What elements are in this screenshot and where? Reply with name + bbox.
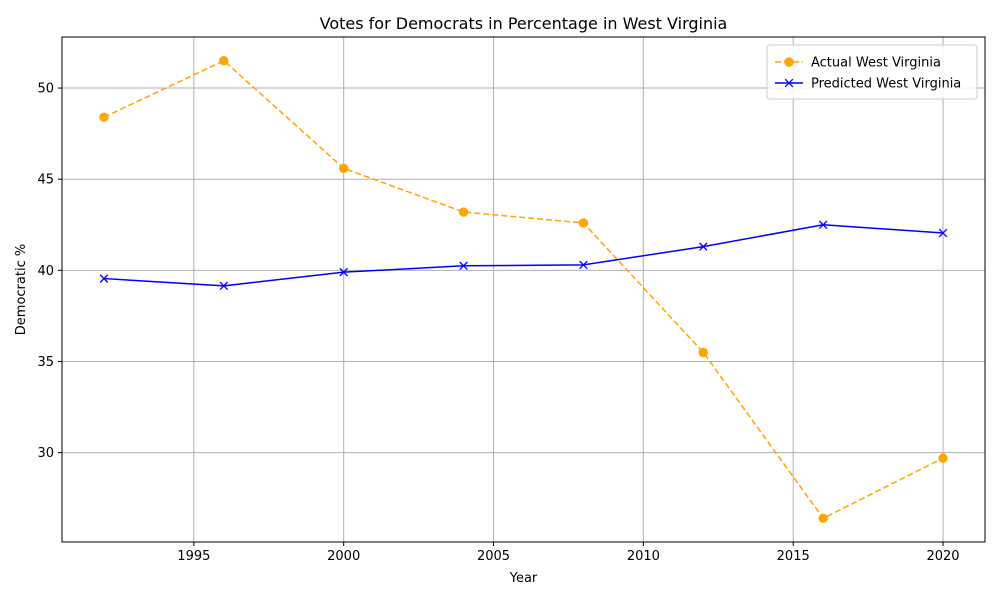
- x-tick-label: 2020: [926, 549, 959, 564]
- data-point: [818, 513, 828, 523]
- series-line: [103, 224, 944, 287]
- x-tick-label: 2005: [477, 549, 510, 564]
- marker-stroke: [784, 78, 794, 88]
- data-point: [459, 261, 468, 271]
- x-tick-label: 1995: [177, 549, 210, 564]
- legend-item: Actual West Virginia: [775, 56, 941, 71]
- marker-stroke: [219, 281, 229, 291]
- y-tick-label: 50: [37, 82, 54, 97]
- legend-item: Predicted West Virginia: [775, 77, 961, 92]
- legend-marker: [784, 78, 794, 88]
- marker-stroke: [339, 267, 348, 277]
- data-point: [339, 267, 348, 277]
- series-group: [99, 56, 948, 523]
- data-point: [938, 228, 948, 238]
- data-point: [579, 260, 588, 270]
- x-tick-label: 2000: [327, 549, 360, 564]
- data-point: [219, 56, 229, 66]
- y-tick-label: 35: [37, 355, 54, 370]
- marker-stroke: [579, 260, 588, 270]
- plot-area-frame: [61, 36, 986, 543]
- x-axis-label: Year: [509, 571, 538, 586]
- y-tick-label: 30: [37, 446, 54, 461]
- legend-marker: [784, 57, 794, 67]
- marker-stroke: [99, 274, 109, 283]
- marker-stroke: [459, 261, 468, 271]
- data-point: [938, 453, 948, 463]
- marker-stroke: [818, 220, 828, 230]
- data-point: [699, 242, 708, 251]
- x-tick-label: 2015: [777, 549, 810, 564]
- legend-box: [766, 44, 978, 100]
- data-point: [99, 274, 109, 283]
- axis-ticks: 1995 2000 2005 2010 2015 2020 30 35 40 45 50: [37, 82, 959, 564]
- x-tick-label: 2010: [627, 549, 660, 564]
- chart-title: Votes for Democrats in Percentage in Wes…: [320, 14, 728, 33]
- marker-stroke: [938, 228, 948, 238]
- data-point: [818, 220, 828, 230]
- data-point: [219, 281, 229, 291]
- series-line: [103, 59, 944, 520]
- data-point: [698, 347, 709, 358]
- legend-label: Predicted West Virginia: [811, 77, 961, 92]
- legend: Actual West Virginia Predicted West Virgi…: [766, 44, 978, 100]
- y-tick-label: 45: [37, 173, 54, 188]
- legend-label: Actual West Virginia: [811, 56, 941, 71]
- series-2: [99, 220, 948, 291]
- data-point: [338, 163, 349, 173]
- y-axis-label: Democratic %: [14, 244, 29, 335]
- data-point: [578, 218, 589, 228]
- series-1: [99, 56, 948, 523]
- data-point: [458, 207, 469, 217]
- data-point: [99, 112, 109, 122]
- marker-stroke: [699, 242, 708, 251]
- y-tick-label: 40: [37, 264, 54, 279]
